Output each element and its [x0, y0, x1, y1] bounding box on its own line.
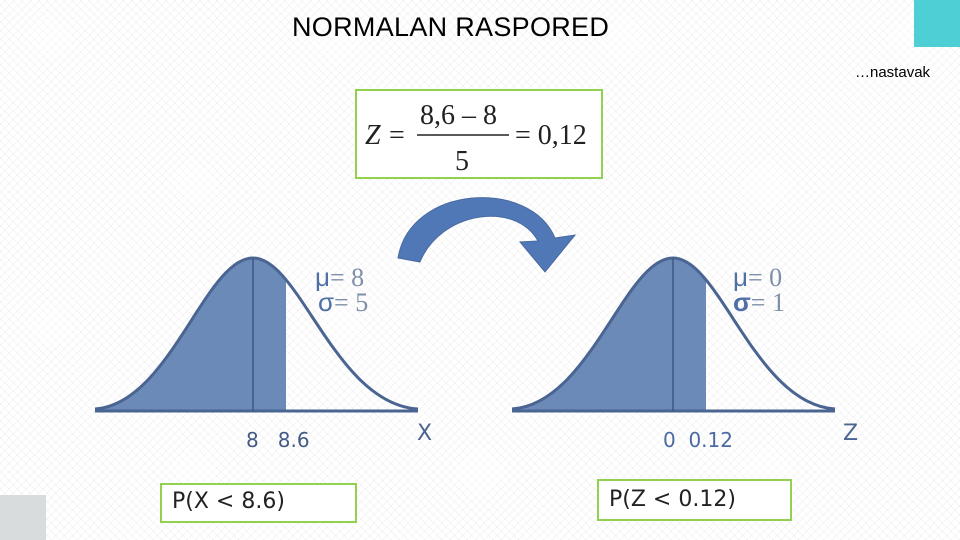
formula-box: Z = 8,6 – 8 5 = 0,12	[355, 89, 603, 179]
right-sigma-label: σ= 1	[733, 287, 785, 318]
right-shaded-area	[515, 258, 706, 412]
formula-numerator: 8,6 – 8	[420, 100, 497, 131]
accent-corner-top-right	[914, 0, 960, 47]
sigma-symbol: σ	[318, 287, 335, 317]
mu-symbol: μ	[733, 262, 748, 292]
left-sigma-label: σ= 5	[318, 287, 368, 318]
right-probability-box: P(Z < 0.12)	[597, 479, 792, 521]
right-axis-label: Z	[843, 421, 859, 446]
mu-value: = 0	[747, 263, 783, 292]
sigma-value: = 1	[750, 288, 785, 317]
formula-denominator: 5	[455, 146, 469, 177]
left-axis-label: X	[417, 421, 433, 446]
sigma-symbol: σ	[733, 287, 751, 317]
left-probability-box: P(X < 8.6)	[160, 483, 357, 523]
right-mu-label: μ= 0	[733, 262, 782, 293]
left-shaded-area	[98, 258, 286, 412]
left-mu-label: μ= 8	[315, 262, 364, 293]
right-tick-labels: 0 0.12	[663, 428, 733, 452]
transform-arrow	[397, 197, 577, 273]
mu-value: = 8	[329, 263, 365, 292]
sigma-value: = 5	[334, 288, 369, 317]
formula-equals: =	[389, 120, 405, 151]
page-title: NORMALAN RASPORED	[292, 12, 610, 42]
formula-lhs: Z	[365, 120, 381, 151]
left-tick-labels: 8 8.6	[246, 428, 310, 452]
formula-expression: Z = 8,6 – 8 5 = 0,12	[365, 100, 587, 177]
mu-symbol: μ	[315, 262, 330, 292]
formula-result: = 0,12	[515, 120, 587, 151]
accent-corner-bottom-left	[0, 495, 46, 540]
page-subtitle: …nastavak	[855, 64, 931, 81]
